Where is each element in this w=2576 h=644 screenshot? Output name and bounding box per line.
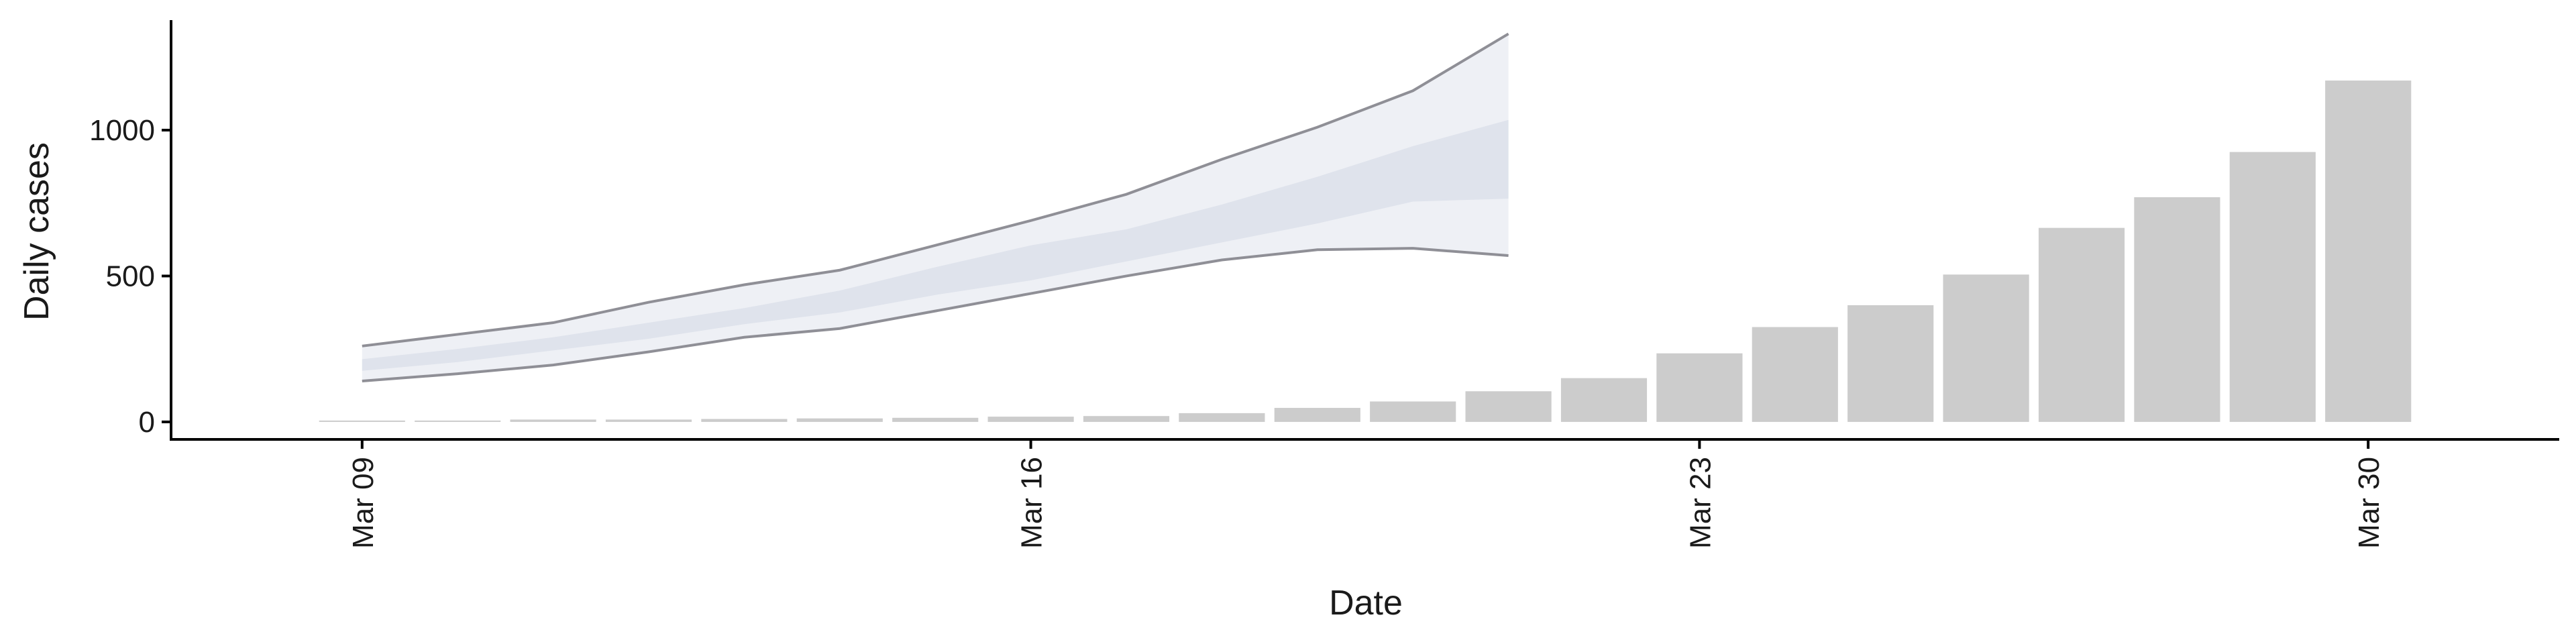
- forecast-upper-line: [362, 32, 1509, 347]
- bar: [2038, 227, 2125, 422]
- y-tick-label: 500: [106, 260, 155, 292]
- bar: [892, 417, 979, 422]
- bar: [2325, 80, 2412, 422]
- bar: [1560, 378, 1648, 422]
- x-tick-label: Mar 09: [347, 457, 380, 549]
- x-axis-title: Date: [1329, 584, 1403, 623]
- bar: [605, 419, 692, 422]
- bar: [701, 419, 788, 422]
- bar: [319, 420, 405, 422]
- bar: [1847, 305, 1934, 422]
- bar: [415, 420, 501, 422]
- y-axis-title: Daily cases: [17, 142, 56, 321]
- bar: [1179, 413, 1265, 422]
- bar: [1083, 416, 1170, 422]
- bar: [2229, 152, 2316, 422]
- x-tick-label: Mar 16: [1016, 457, 1049, 549]
- y-axis-ticks: 0 500 1000: [89, 114, 171, 439]
- y-tick-label: 1000: [89, 114, 155, 147]
- bar-series: [319, 80, 2412, 422]
- bar: [1370, 401, 1456, 422]
- bar: [1752, 327, 1838, 422]
- axes: [170, 20, 2559, 441]
- bar: [510, 419, 596, 422]
- bar: [2134, 197, 2220, 422]
- bar: [1943, 274, 2029, 422]
- forecast-bands: [362, 32, 1509, 383]
- forecast-lower-line: [362, 247, 1509, 383]
- bar: [987, 417, 1074, 422]
- y-tick-label: 0: [139, 406, 155, 439]
- bar: [1274, 408, 1360, 422]
- bar: [1656, 353, 1743, 422]
- x-tick-label: Mar 30: [2353, 457, 2385, 549]
- x-axis-ticks: Mar 09 Mar 16 Mar 23 Mar 30: [347, 439, 2385, 549]
- x-tick-label: Mar 23: [1684, 457, 1717, 549]
- bar: [1465, 391, 1552, 422]
- bar: [796, 418, 883, 422]
